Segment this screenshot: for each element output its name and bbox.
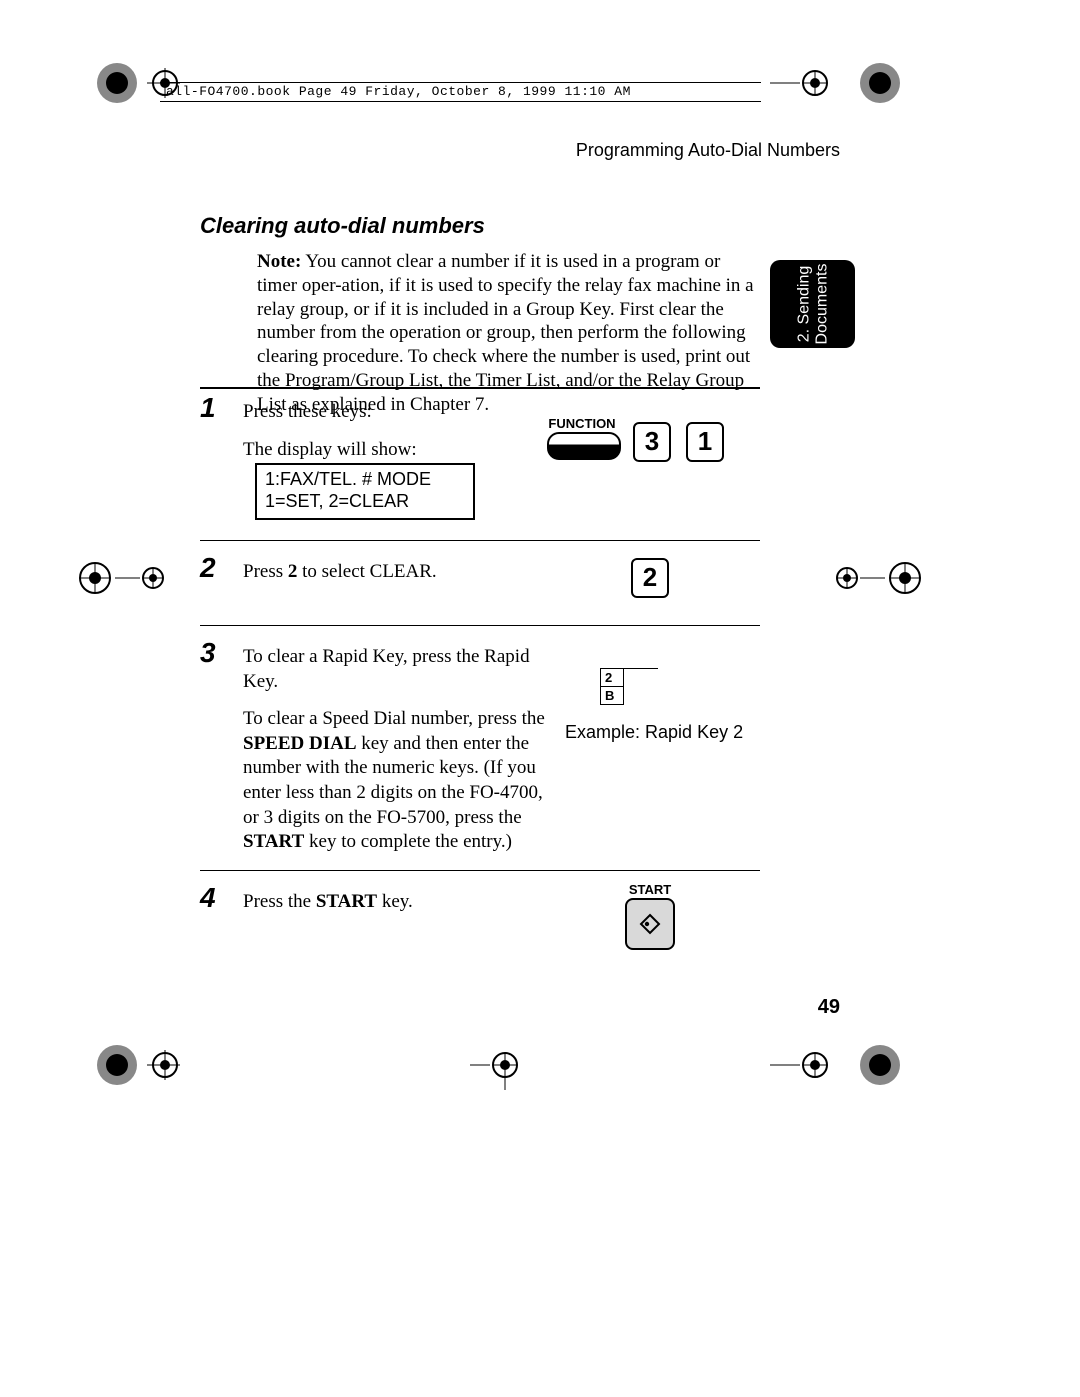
- function-key-label: FUNCTION: [547, 416, 617, 431]
- section-title: Clearing auto-dial numbers: [200, 213, 485, 239]
- rapid-key-num: 2: [600, 669, 624, 687]
- crop-mark-br: [770, 1040, 910, 1090]
- chapter-tab: 2. Sending Documents: [770, 260, 855, 348]
- note-body: You cannot clear a number if it is used …: [257, 251, 754, 415]
- step-number: 3: [200, 637, 216, 669]
- crop-mark-ml: [75, 558, 165, 598]
- tab-line1: 2. Sending: [795, 266, 812, 343]
- tab-line2: Documents: [813, 264, 830, 345]
- function-key-icon: [547, 432, 621, 460]
- rapid-key-letter: B: [600, 687, 624, 705]
- step2-text: Press 2 to select CLEAR.: [243, 560, 543, 585]
- crop-mark-bl2: [150, 1050, 180, 1080]
- crop-mark-tr: [770, 58, 910, 108]
- start-key-label: START: [625, 882, 675, 897]
- step-number: 2: [200, 552, 216, 584]
- example-label: Example: Rapid Key 2: [565, 722, 743, 743]
- note-paragraph: Note: You cannot clear a number if it is…: [257, 250, 757, 416]
- step3-para2: To clear a Speed Dial number, press the …: [243, 707, 553, 855]
- digit-key-2: 2: [631, 558, 669, 598]
- step-number: 1: [200, 392, 216, 424]
- lcd-line1: 1:FAX/TEL. # MODE: [265, 469, 431, 489]
- note-label: Note:: [257, 251, 301, 272]
- digit-key-3: 3: [633, 422, 671, 462]
- lcd-display: 1:FAX/TEL. # MODE 1=SET, 2=CLEAR: [255, 463, 475, 520]
- start-key-icon: [625, 898, 675, 950]
- divider: [200, 540, 760, 541]
- crop-mark-bc: [470, 1050, 530, 1090]
- page-number: 49: [818, 996, 840, 1019]
- file-header: all-FO4700.book Page 49 Friday, October …: [160, 82, 761, 102]
- digit-key-1: 1: [686, 422, 724, 462]
- step1-line1: Press these keys:: [243, 400, 543, 425]
- step4-text: Press the START key.: [243, 890, 543, 915]
- divider: [200, 870, 760, 871]
- step3-para1: To clear a Rapid Key, press the Rapid Ke…: [243, 645, 543, 694]
- lcd-line2: 1=SET, 2=CLEAR: [265, 491, 409, 511]
- running-head: Programming Auto-Dial Numbers: [576, 140, 840, 161]
- divider: [200, 625, 760, 626]
- divider: [200, 387, 760, 389]
- rapid-key-icon: 2 B: [600, 668, 658, 705]
- step1-line2: The display will show:: [243, 438, 543, 463]
- crop-mark-mr: [835, 558, 925, 598]
- step-number: 4: [200, 882, 216, 914]
